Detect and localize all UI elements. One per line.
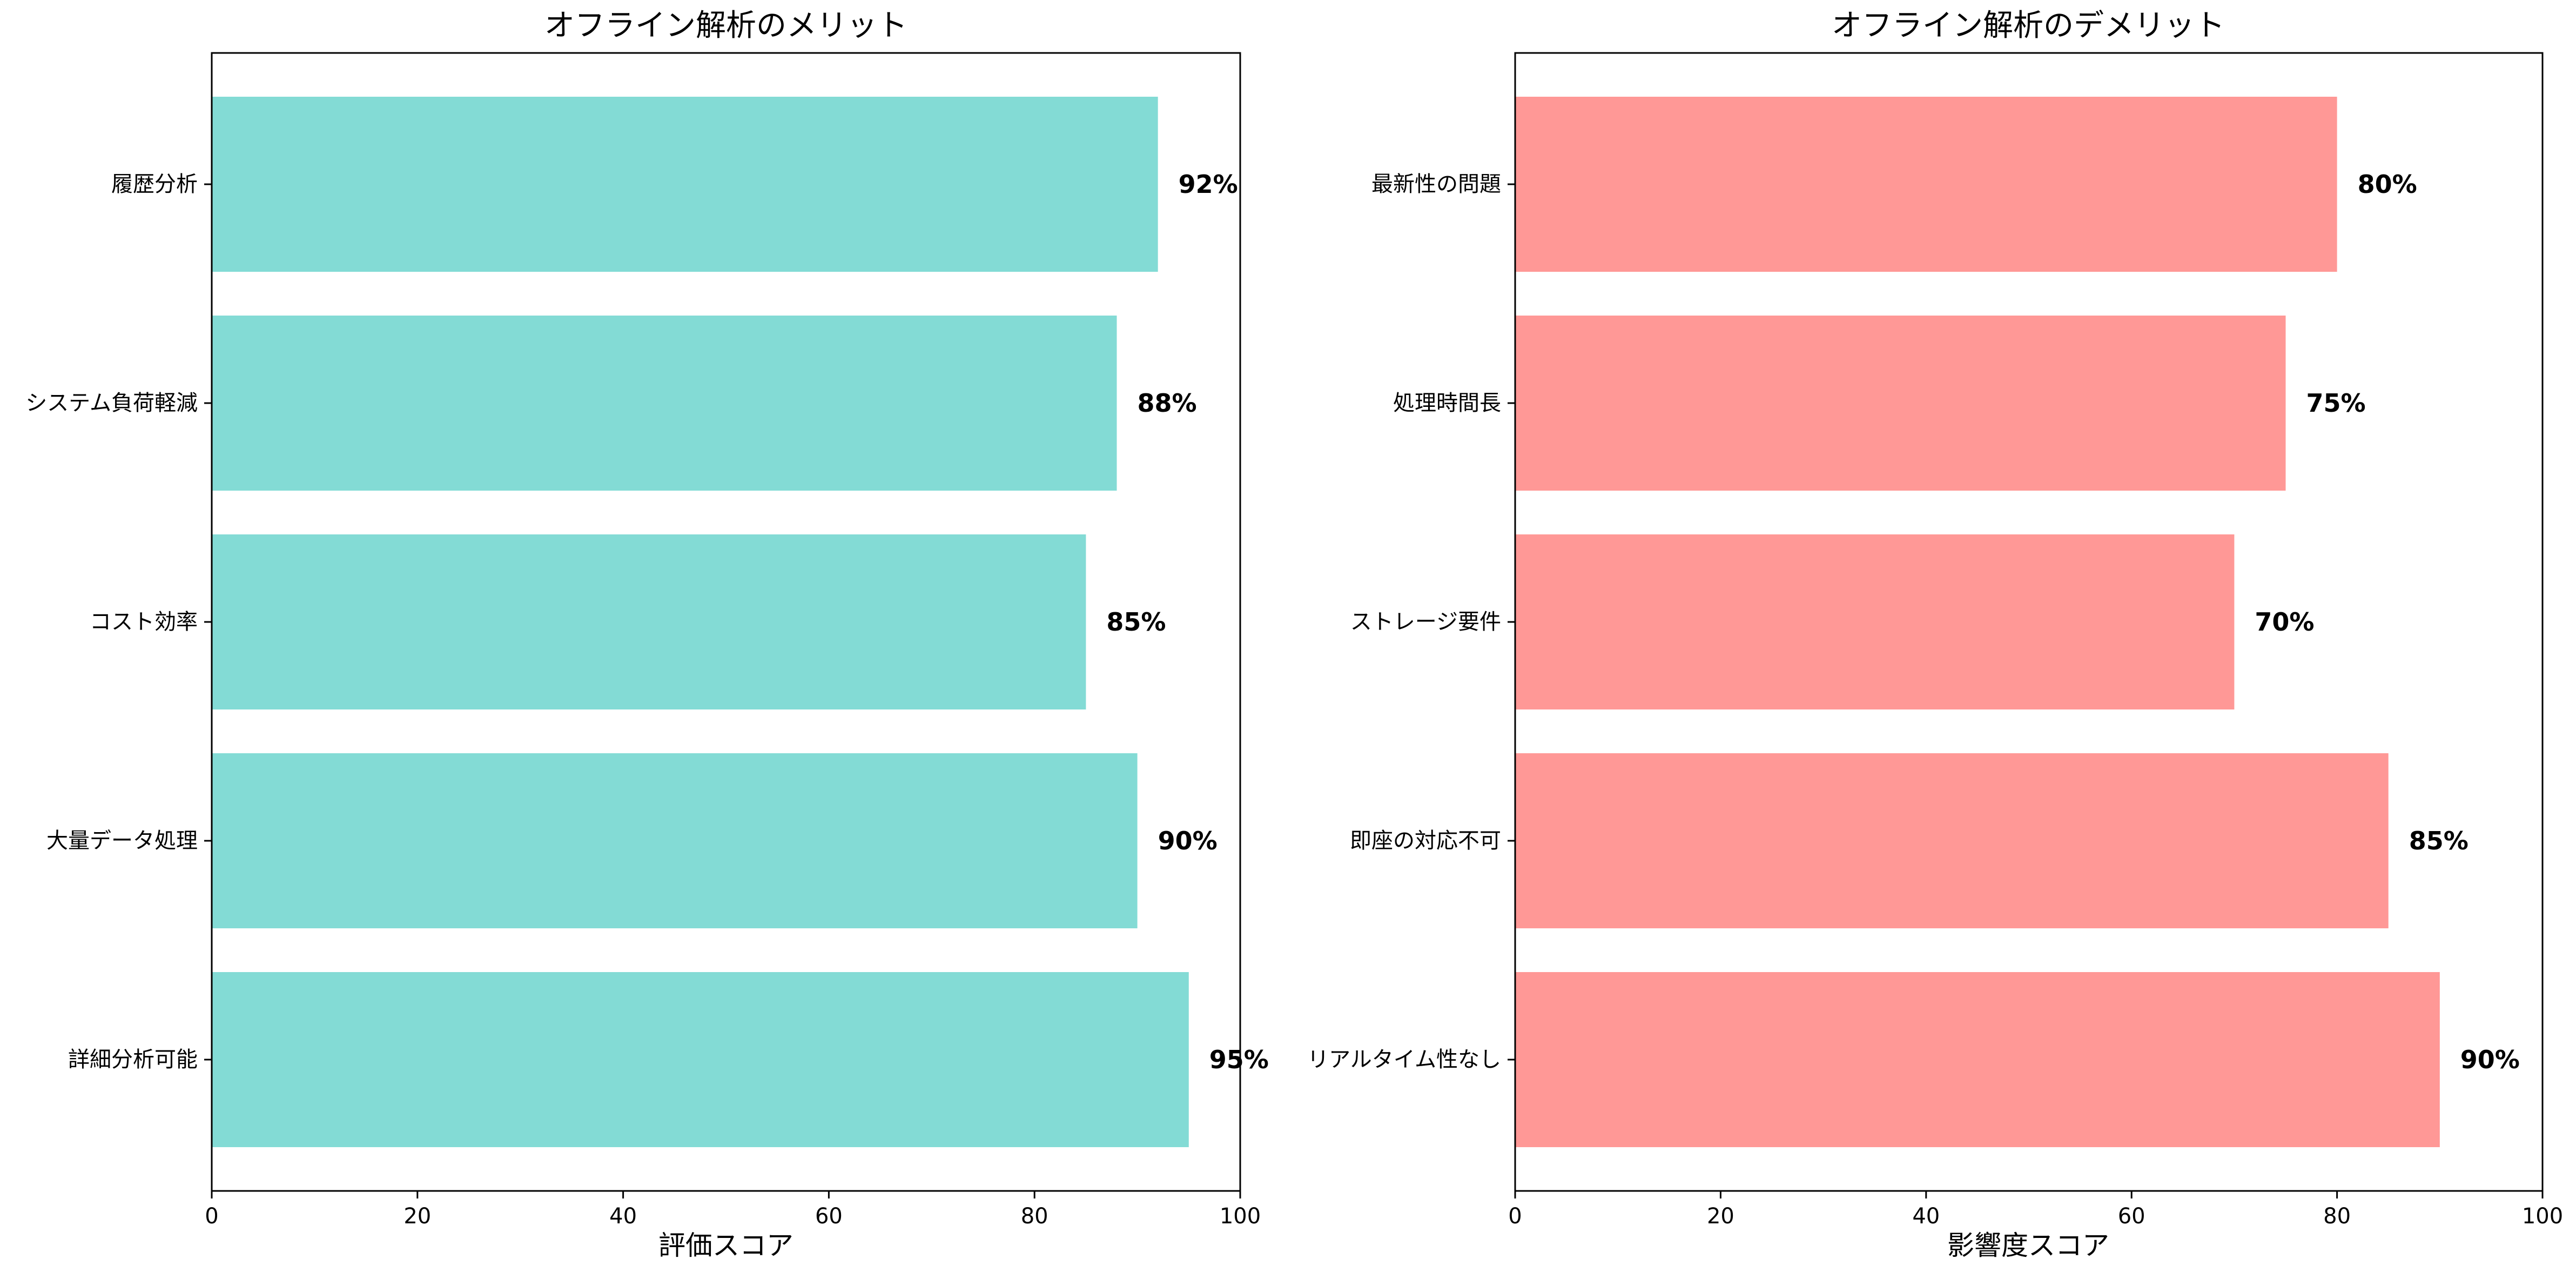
data-label: 85%	[1106, 607, 1166, 637]
y-tick-label: 履歴分析	[111, 172, 198, 197]
y-tick-label: 詳細分析可能	[68, 1047, 198, 1072]
bar	[212, 753, 1138, 928]
bar-group	[1515, 97, 2440, 1147]
y-tick-label: コスト効率	[90, 610, 198, 634]
x-tick-label: 0	[205, 1204, 218, 1229]
bar	[1515, 753, 2389, 928]
bar	[212, 316, 1117, 491]
x-tick-label: 80	[1021, 1204, 1048, 1229]
bar	[1515, 972, 2440, 1147]
x-tick-label: 40	[609, 1204, 637, 1229]
data-label: 92%	[1179, 170, 1238, 199]
data-label: 90%	[2460, 1045, 2520, 1074]
data-label-group: 95% 90% 85% 88% 92%	[1106, 170, 1269, 1074]
data-label: 75%	[2306, 389, 2366, 418]
y-tick-label: ストレージ要件	[1350, 610, 1501, 634]
chart-demerits: オフライン解析のデメリット 90% 85% 70% 75% 80% リアルタイム性なし 即…	[1307, 8, 2563, 1261]
plot-frame	[1514, 52, 2544, 1192]
data-label: 95%	[1209, 1045, 1269, 1074]
bar	[1515, 316, 2286, 491]
bar	[212, 972, 1189, 1147]
x-tick-label: 40	[1912, 1204, 1940, 1229]
bar	[212, 534, 1086, 709]
x-tick-label: 20	[1707, 1204, 1734, 1229]
x-tick-label: 20	[403, 1204, 431, 1229]
y-tick-label: 処理時間長	[1393, 391, 1501, 416]
data-label: 70%	[2255, 607, 2314, 637]
data-label: 80%	[2358, 170, 2417, 199]
y-tick-label: システム負荷軽減	[25, 391, 198, 416]
x-tick-label: 100	[2522, 1204, 2563, 1229]
bar	[212, 97, 1158, 272]
chart-title: オフライン解析のメリット	[544, 8, 907, 43]
x-tick-label: 60	[815, 1204, 843, 1229]
x-tick-group: 0 20 40 60 80 100	[205, 1191, 1261, 1229]
x-tick-label: 100	[1220, 1204, 1261, 1229]
x-tick-label: 0	[1508, 1204, 1522, 1229]
category-label-group: 詳細分析可能 大量データ処理 コスト効率 システム負荷軽減 履歴分析	[25, 172, 212, 1072]
y-tick-label: 大量データ処理	[46, 828, 198, 853]
plot-frame	[211, 52, 1241, 1192]
data-label-group: 90% 85% 70% 75% 80%	[2255, 170, 2520, 1074]
chart-merits: オフライン解析のメリット 95% 90% 85% 88% 92% 詳細分析可能 大量データ…	[25, 8, 1269, 1261]
bar	[1515, 97, 2337, 272]
bar-group	[212, 97, 1189, 1147]
data-label: 90%	[1158, 826, 1218, 855]
x-axis-label: 評価スコア	[658, 1230, 793, 1261]
x-tick-group: 0 20 40 60 80 100	[1508, 1191, 2563, 1229]
y-tick-label: 最新性の問題	[1371, 172, 1501, 197]
data-label: 88%	[1138, 389, 1197, 418]
chart-title: オフライン解析のデメリット	[1832, 8, 2225, 43]
x-tick-label: 60	[2118, 1204, 2145, 1229]
x-tick-label: 80	[2323, 1204, 2351, 1229]
y-tick-label: リアルタイム性なし	[1307, 1047, 1501, 1072]
bar	[1515, 534, 2235, 709]
y-tick-label: 即座の対応不可	[1350, 828, 1501, 853]
data-label: 85%	[2409, 826, 2469, 855]
x-axis-label: 影響度スコア	[1947, 1230, 2109, 1261]
